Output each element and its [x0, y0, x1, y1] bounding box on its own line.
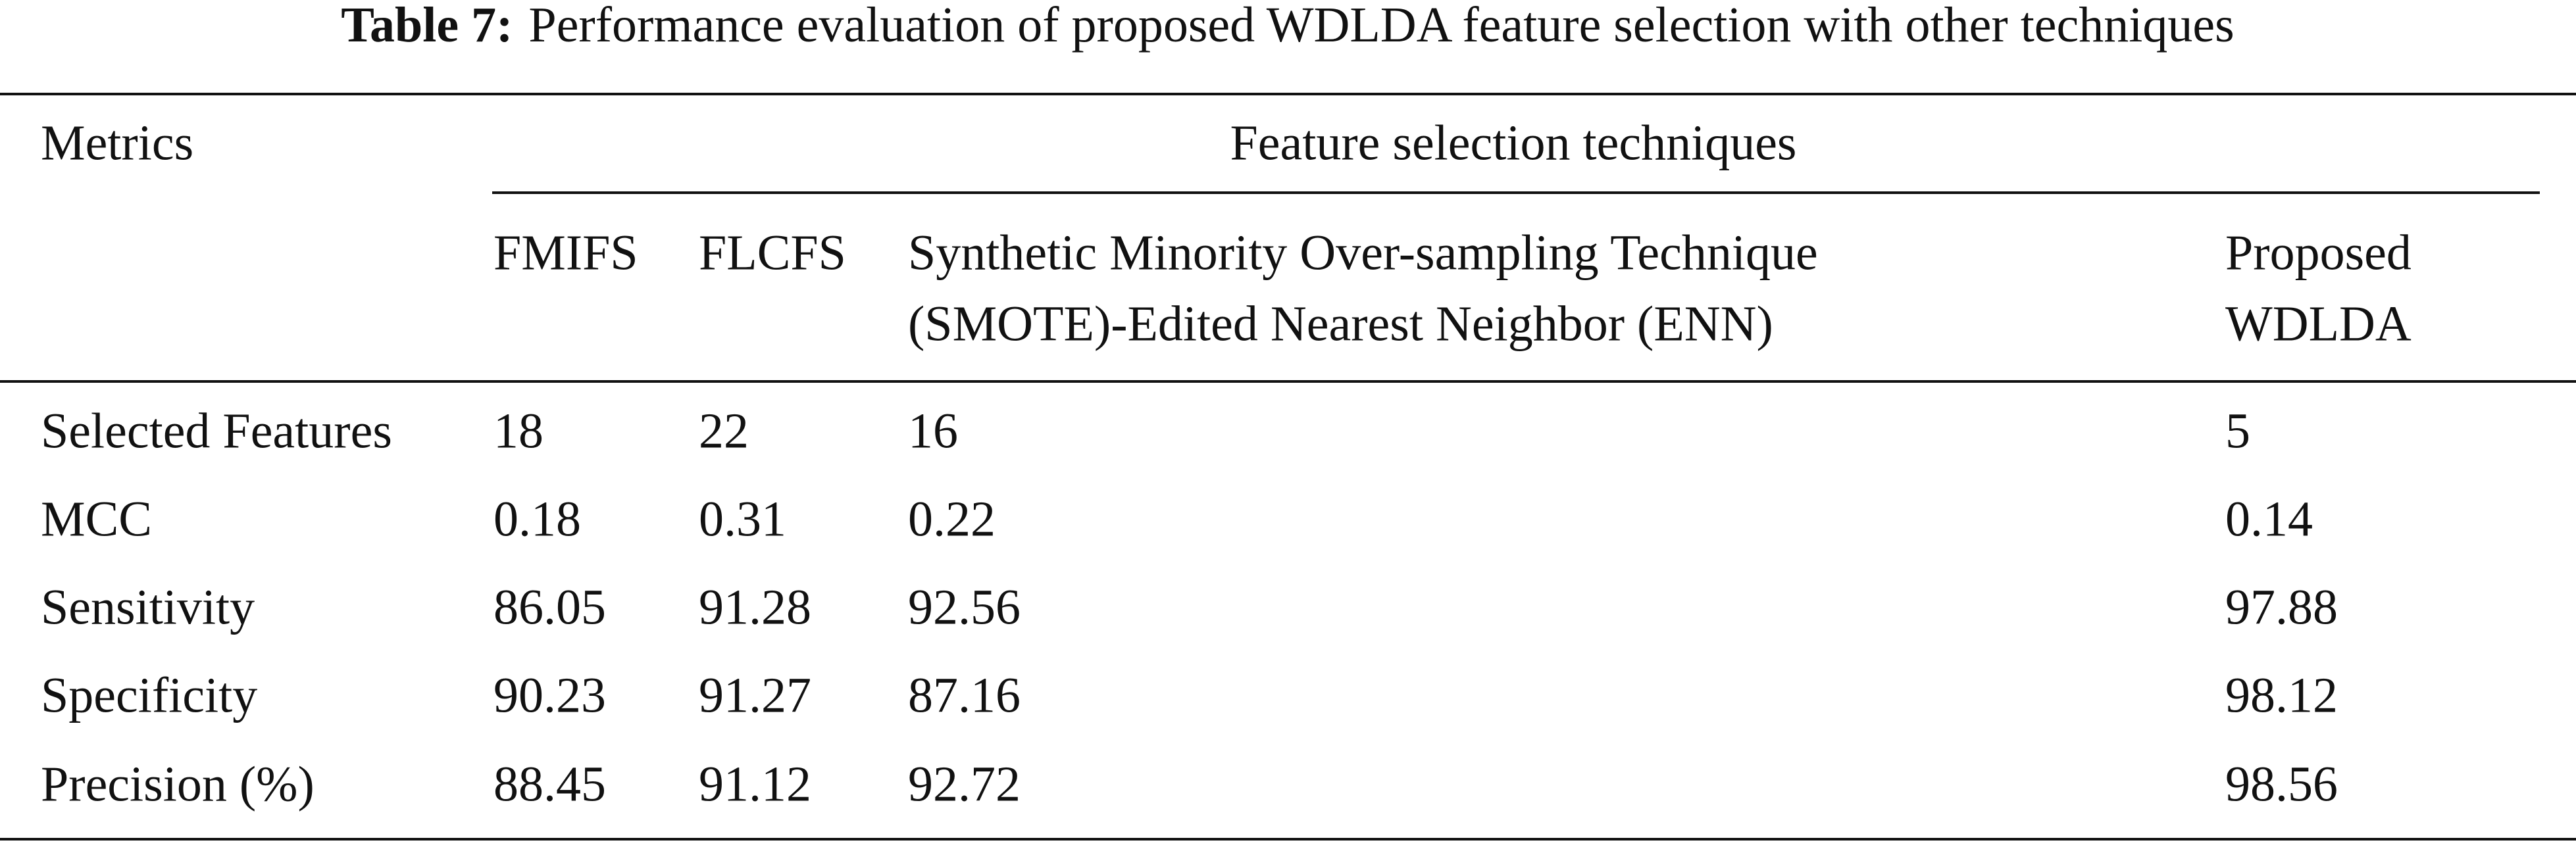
- cell: 0.18: [493, 491, 581, 547]
- cell: 92.56: [908, 579, 1021, 635]
- caption: Table 7: Performance evaluation of propos…: [341, 0, 2234, 53]
- column-header: (SMOTE)-Edited Nearest Neighbor (ENN): [908, 296, 1773, 351]
- column-header: Synthetic Minority Over-sampling Techniq…: [908, 225, 1818, 280]
- row-label: MCC: [41, 491, 152, 547]
- cell: 87.16: [908, 668, 1021, 723]
- cell: 98.56: [2225, 756, 2338, 812]
- cell: 91.28: [699, 579, 811, 635]
- cell: 91.27: [699, 668, 811, 723]
- column-header: FMIFS: [493, 225, 638, 280]
- row-label: Precision (%): [41, 756, 315, 812]
- row-label: Selected Features: [41, 403, 392, 458]
- cell: 86.05: [493, 579, 606, 635]
- cell: 18: [493, 403, 543, 458]
- cell: 22: [699, 403, 749, 458]
- group-header: Feature selection techniques: [1230, 115, 1796, 170]
- column-header: Proposed: [2225, 225, 2412, 280]
- row-label: Sensitivity: [41, 579, 255, 635]
- caption-text: Performance evaluation of proposed WDLDA…: [528, 0, 2234, 53]
- cell: 16: [908, 403, 958, 458]
- cell: 0.22: [908, 491, 996, 547]
- cell: 92.72: [908, 756, 1021, 812]
- cell: 97.88: [2225, 579, 2338, 635]
- caption-label: Table 7:: [341, 0, 513, 53]
- cell: 98.12: [2225, 668, 2338, 723]
- cell: 5: [2225, 403, 2250, 458]
- cell: 91.12: [699, 756, 811, 812]
- cell: 0.31: [699, 491, 786, 547]
- cell: 0.14: [2225, 491, 2313, 547]
- column-header: FLCFS: [699, 225, 846, 280]
- stub-header: Metrics: [41, 115, 193, 170]
- column-header: WDLDA: [2225, 296, 2412, 351]
- cell: 90.23: [493, 668, 606, 723]
- cell: 88.45: [493, 756, 606, 812]
- row-label: Specificity: [41, 668, 257, 723]
